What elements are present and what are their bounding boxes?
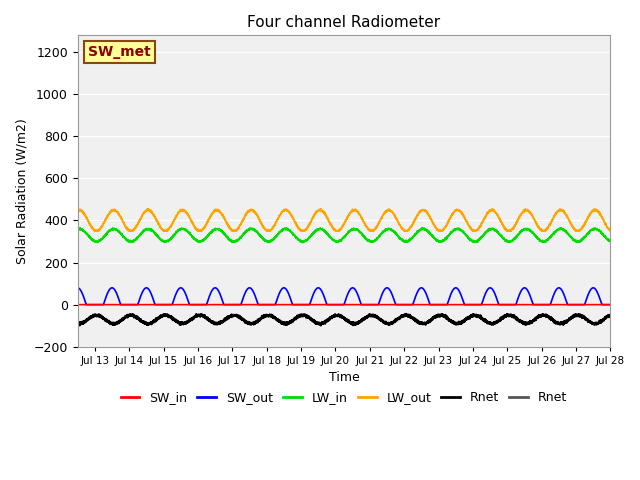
Rnet: [420, 320, 428, 325]
Rnet: [512, 315, 520, 321]
LW_in: [607, 238, 614, 244]
SW_out: [472, 302, 479, 308]
Line: SW_out: SW_out: [77, 288, 611, 305]
Rnet: [472, 312, 479, 318]
SW_out: [512, 302, 520, 308]
SW_in: [277, 302, 285, 308]
LW_in: [472, 238, 479, 244]
LW_out: [472, 228, 479, 233]
LW_out: [420, 207, 428, 213]
Rnet: [394, 317, 401, 323]
SW_out: [74, 285, 81, 291]
LW_in: [418, 225, 426, 231]
LW_in: [171, 231, 179, 237]
Rnet: [277, 320, 285, 325]
LW_in: [394, 232, 401, 238]
Title: Four channel Radiometer: Four channel Radiometer: [248, 15, 440, 30]
SW_out: [607, 302, 614, 308]
SW_out: [83, 302, 90, 308]
SW_out: [171, 295, 179, 300]
Rnet: [472, 312, 479, 318]
Rnet: [607, 313, 614, 319]
SW_in: [171, 302, 179, 308]
Legend: SW_in, SW_out, LW_in, LW_out, Rnet, Rnet: SW_in, SW_out, LW_in, LW_out, Rnet, Rnet: [116, 386, 572, 409]
SW_in: [420, 302, 428, 308]
Line: LW_out: LW_out: [77, 209, 611, 231]
Rnet: [74, 320, 81, 325]
LW_out: [512, 221, 520, 227]
Rnet: [171, 316, 179, 322]
Rnet: [607, 313, 614, 319]
Rnet: [403, 311, 410, 317]
LW_in: [277, 228, 285, 233]
SW_in: [512, 302, 520, 308]
Line: Rnet: Rnet: [77, 314, 611, 325]
SW_in: [471, 302, 479, 308]
Rnet: [74, 320, 81, 325]
Rnet: [512, 315, 520, 321]
LW_in: [299, 240, 307, 246]
X-axis label: Time: Time: [329, 372, 360, 384]
Y-axis label: Solar Radiation (W/m2): Solar Radiation (W/m2): [15, 118, 28, 264]
LW_out: [91, 228, 99, 234]
Rnet: [394, 316, 401, 322]
LW_out: [394, 217, 401, 223]
SW_in: [74, 302, 81, 308]
LW_out: [607, 227, 614, 233]
LW_in: [420, 226, 428, 231]
Rnet: [420, 320, 428, 325]
SW_out: [278, 287, 285, 292]
LW_out: [278, 210, 285, 216]
Line: LW_in: LW_in: [77, 228, 611, 243]
LW_in: [512, 235, 520, 240]
Line: Rnet: Rnet: [77, 314, 611, 325]
Rnet: [317, 323, 324, 328]
Rnet: [403, 311, 410, 317]
Rnet: [317, 323, 324, 328]
SW_in: [394, 302, 401, 308]
Rnet: [171, 316, 179, 322]
Text: SW_met: SW_met: [88, 45, 151, 59]
SW_out: [420, 287, 428, 293]
LW_out: [74, 207, 81, 213]
SW_out: [394, 302, 401, 308]
LW_out: [171, 216, 179, 222]
LW_in: [74, 226, 81, 231]
SW_in: [607, 302, 614, 308]
Rnet: [277, 319, 285, 325]
LW_out: [317, 206, 324, 212]
